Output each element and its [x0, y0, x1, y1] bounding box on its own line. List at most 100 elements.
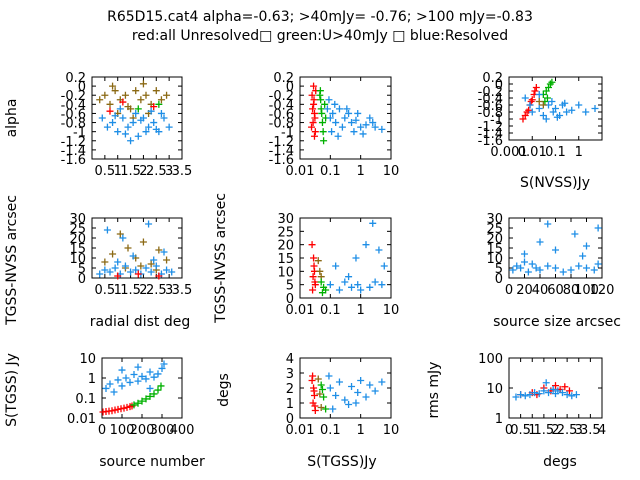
data-point-red: [310, 82, 318, 90]
data-point-blue: [102, 384, 110, 392]
data-point-red: [310, 254, 318, 262]
data-point-olive: [139, 80, 147, 88]
data-point-red: [311, 402, 319, 410]
x-tick-label: 4: [598, 423, 606, 438]
data-point-blue: [553, 113, 561, 121]
data-point-olive: [137, 262, 145, 270]
x-tick-label: 10: [383, 164, 400, 179]
data-point-blue: [116, 105, 124, 113]
y-tick-label: -1: [281, 126, 294, 141]
y-tick-label: 0: [78, 80, 86, 95]
data-point-red: [123, 403, 131, 411]
x-tick-label: 0.5: [510, 423, 531, 438]
title-line-2: red:all Unresolved□ green:U>40mJy □ blue…: [131, 28, 509, 44]
data-point-blue: [369, 219, 377, 227]
data-point-blue: [509, 266, 517, 274]
data-point-blue: [101, 266, 109, 274]
y-tick-label: 1: [495, 412, 503, 427]
data-point-olive: [139, 238, 147, 246]
data-point-red: [311, 114, 319, 122]
x-tick-label: 10: [383, 423, 400, 438]
data-point-blue: [132, 266, 140, 274]
x-tick-label: 3.5: [580, 423, 601, 438]
data-point-green: [157, 382, 165, 390]
panel-1: 0.511.522.533.5-1.6-1.4-1.2-1-0.8-0.6-0.…: [4, 71, 192, 179]
data-point-blue: [563, 391, 571, 399]
data-point-blue: [114, 258, 122, 266]
data-point-blue: [378, 281, 386, 289]
data-point-blue: [552, 390, 559, 398]
data-point-red: [527, 98, 535, 105]
data-point-blue: [119, 234, 127, 242]
x-tick-label: 20: [516, 283, 533, 298]
x-tick-label: 2: [139, 283, 147, 298]
data-point-olive: [317, 404, 325, 411]
y-tick-label: -0.4: [61, 98, 86, 113]
y-tick-label: -0.8: [269, 117, 294, 132]
data-point-red: [114, 272, 122, 280]
y-tick-label: 5: [495, 262, 503, 277]
data-point-blue: [160, 248, 168, 256]
y-tick-label: 5: [78, 262, 86, 277]
y-tick-label: 20: [486, 232, 503, 247]
data-point-blue: [354, 389, 362, 396]
x-tick-label: 1: [114, 164, 122, 179]
data-point-olive: [314, 375, 322, 383]
data-point-blue: [544, 262, 552, 270]
data-point-blue: [561, 99, 569, 107]
y-tick-label: 4: [286, 352, 294, 367]
data-point-blue: [334, 132, 342, 140]
data-point-blue: [362, 393, 370, 401]
y-tick-label: 0.01: [67, 412, 96, 427]
data-point-blue: [590, 266, 598, 274]
x-tick-label: 3.5: [172, 283, 193, 298]
data-point-blue: [552, 105, 559, 112]
data-point-blue: [328, 128, 336, 136]
data-point-blue: [106, 380, 114, 388]
data-point-red: [311, 278, 319, 286]
y-tick-label: -1: [490, 113, 503, 128]
x-tick-label: 0.01: [286, 164, 315, 179]
data-point-olive: [163, 256, 171, 264]
y-tick-label: 15: [486, 242, 503, 257]
data-point-olive: [101, 91, 109, 99]
data-point-blue: [146, 384, 154, 392]
data-point-blue: [111, 112, 119, 120]
data-point-blue: [338, 123, 346, 131]
data-point-blue: [168, 268, 176, 276]
data-point-blue: [335, 286, 343, 294]
x-tick-label: 0: [505, 423, 513, 438]
y-tick-label: 15: [277, 252, 294, 267]
y-tick-label: -1.6: [61, 153, 86, 168]
data-point-blue: [118, 366, 126, 374]
y-tick-label: -1.4: [61, 144, 86, 159]
data-point-blue: [341, 278, 349, 286]
data-point-blue: [335, 378, 343, 386]
x-tick-label: 1: [114, 283, 122, 298]
data-point-red: [308, 91, 316, 99]
data-point-blue: [142, 375, 150, 383]
data-point-green: [320, 393, 328, 401]
y-axis-label: TGSS-NVSS arcsec: [4, 195, 20, 326]
data-point-blue: [371, 278, 379, 286]
data-point-olive: [316, 267, 324, 275]
data-point-blue: [594, 224, 602, 232]
data-point-olive: [152, 87, 160, 95]
data-point-olive: [124, 103, 132, 111]
x-tick-label: 0.01: [518, 145, 547, 160]
data-point-blue: [526, 101, 534, 109]
data-point-blue: [145, 220, 153, 228]
y-axis-label: alpha: [4, 99, 20, 138]
x-tick-label: 1.5: [534, 423, 555, 438]
data-point-blue: [357, 377, 365, 384]
data-point-olive: [101, 258, 109, 266]
data-point-green: [322, 405, 330, 413]
plot-frame: [101, 357, 183, 419]
data-point-red: [108, 407, 116, 415]
plot-frame: [91, 76, 183, 160]
y-tick-label: -1.6: [269, 153, 294, 168]
data-point-blue: [152, 262, 160, 270]
data-point-blue: [357, 123, 365, 131]
data-point-olive: [147, 260, 155, 268]
